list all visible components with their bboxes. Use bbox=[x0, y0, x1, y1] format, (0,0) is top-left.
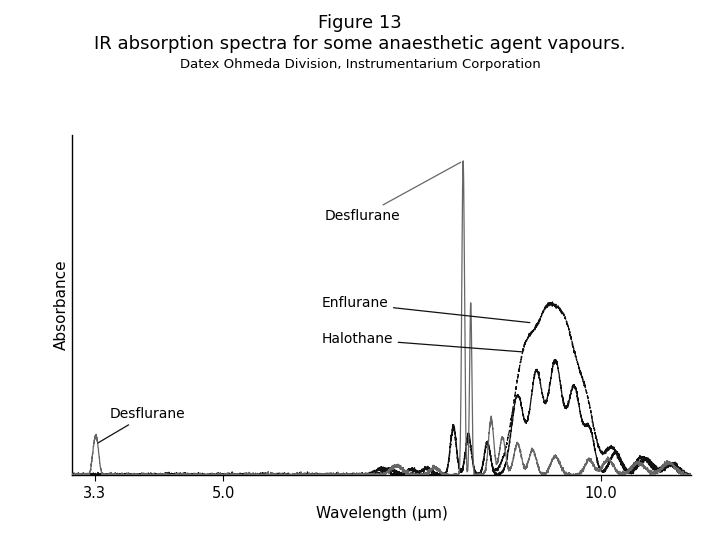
Text: Halothane: Halothane bbox=[321, 332, 522, 352]
Text: IR absorption spectra for some anaesthetic agent vapours.: IR absorption spectra for some anaesthet… bbox=[94, 35, 626, 53]
Text: Desflurane: Desflurane bbox=[325, 162, 461, 223]
Text: Figure 13: Figure 13 bbox=[318, 14, 402, 31]
Text: Datex Ohmeda Division, Instrumentarium Corporation: Datex Ohmeda Division, Instrumentarium C… bbox=[179, 58, 541, 71]
Y-axis label: Absorbance: Absorbance bbox=[54, 260, 69, 350]
X-axis label: Wavelength (μm): Wavelength (μm) bbox=[315, 506, 448, 521]
Text: Enflurane: Enflurane bbox=[321, 296, 530, 322]
Text: Desflurane: Desflurane bbox=[98, 407, 185, 443]
